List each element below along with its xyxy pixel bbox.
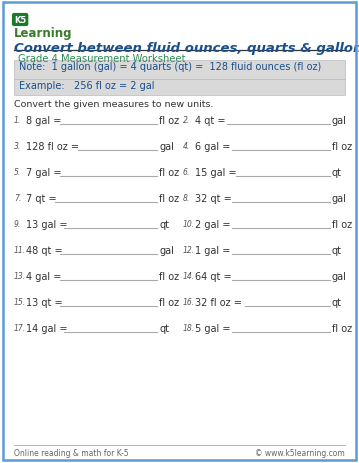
Text: gal: gal [332,194,347,204]
Text: 48 qt =: 48 qt = [26,245,62,256]
Text: qt: qt [159,219,169,230]
Text: 8.: 8. [183,194,190,203]
Text: 18.: 18. [183,323,195,332]
Text: qt: qt [159,323,169,333]
Text: gal: gal [332,116,347,126]
Text: fl oz: fl oz [159,271,179,282]
Text: 4 gal =: 4 gal = [26,271,61,282]
Text: 12.: 12. [183,245,195,255]
Text: 6 gal =: 6 gal = [195,142,230,152]
Text: © www.k5learning.com: © www.k5learning.com [255,448,345,457]
Text: fl oz: fl oz [159,116,179,126]
Text: 14.: 14. [183,271,195,281]
Text: qt: qt [332,245,342,256]
Text: 2 gal =: 2 gal = [195,219,230,230]
Text: 6.: 6. [183,168,190,176]
Text: fl oz: fl oz [332,219,352,230]
Text: 13 gal =: 13 gal = [26,219,67,230]
Text: 32 fl oz =: 32 fl oz = [195,297,242,307]
Text: fl oz: fl oz [159,297,179,307]
Bar [14,80,345,96]
Text: 7.: 7. [14,194,21,203]
Text: 9.: 9. [14,219,21,229]
Text: 4 qt =: 4 qt = [195,116,225,126]
Text: 15 gal =: 15 gal = [195,168,237,178]
Text: Convert the given measures to new units.: Convert the given measures to new units. [14,100,214,109]
Text: Example:   256 fl oz = 2 gal: Example: 256 fl oz = 2 gal [19,81,154,91]
Text: 5 gal =: 5 gal = [195,323,230,333]
Text: qt: qt [332,297,342,307]
Text: 3.: 3. [14,142,21,150]
Text: 5.: 5. [14,168,21,176]
Text: fl oz: fl oz [159,194,179,204]
Text: gal: gal [332,271,347,282]
Text: 7 qt =: 7 qt = [26,194,57,204]
Text: Online reading & math for K-5: Online reading & math for K-5 [14,448,129,457]
Text: 2.: 2. [183,116,190,125]
Text: 4.: 4. [183,142,190,150]
Text: 10.: 10. [183,219,195,229]
Text: 1.: 1. [14,116,21,125]
Text: fl oz: fl oz [159,168,179,178]
Text: 32 qt =: 32 qt = [195,194,232,204]
Text: Grade 4 Measurement Worksheet: Grade 4 Measurement Worksheet [18,54,186,64]
Text: Note:  1 gallon (gal) = 4 quarts (qt) =  128 fluid ounces (fl oz): Note: 1 gallon (gal) = 4 quarts (qt) = 1… [19,62,321,72]
Text: gal: gal [159,142,174,152]
Text: 64 qt =: 64 qt = [195,271,232,282]
Text: 14 gal =: 14 gal = [26,323,67,333]
Text: 128 fl oz =: 128 fl oz = [26,142,79,152]
Text: qt: qt [332,168,342,178]
Text: fl oz: fl oz [332,142,352,152]
Text: 8 gal =: 8 gal = [26,116,61,126]
Text: Convert between fluid ounces, quarts & gallons: Convert between fluid ounces, quarts & g… [14,42,359,55]
Text: K5: K5 [14,16,26,25]
Text: 7 gal =: 7 gal = [26,168,61,178]
Text: 17.: 17. [14,323,26,332]
Text: gal: gal [159,245,174,256]
Bar [14,61,345,80]
Text: fl oz: fl oz [332,323,352,333]
Text: 15.: 15. [14,297,26,307]
Text: 16.: 16. [183,297,195,307]
Text: 13 qt =: 13 qt = [26,297,62,307]
Text: Learning: Learning [14,27,73,40]
Text: 13.: 13. [14,271,26,281]
Text: 11.: 11. [14,245,26,255]
Text: 1 gal =: 1 gal = [195,245,230,256]
